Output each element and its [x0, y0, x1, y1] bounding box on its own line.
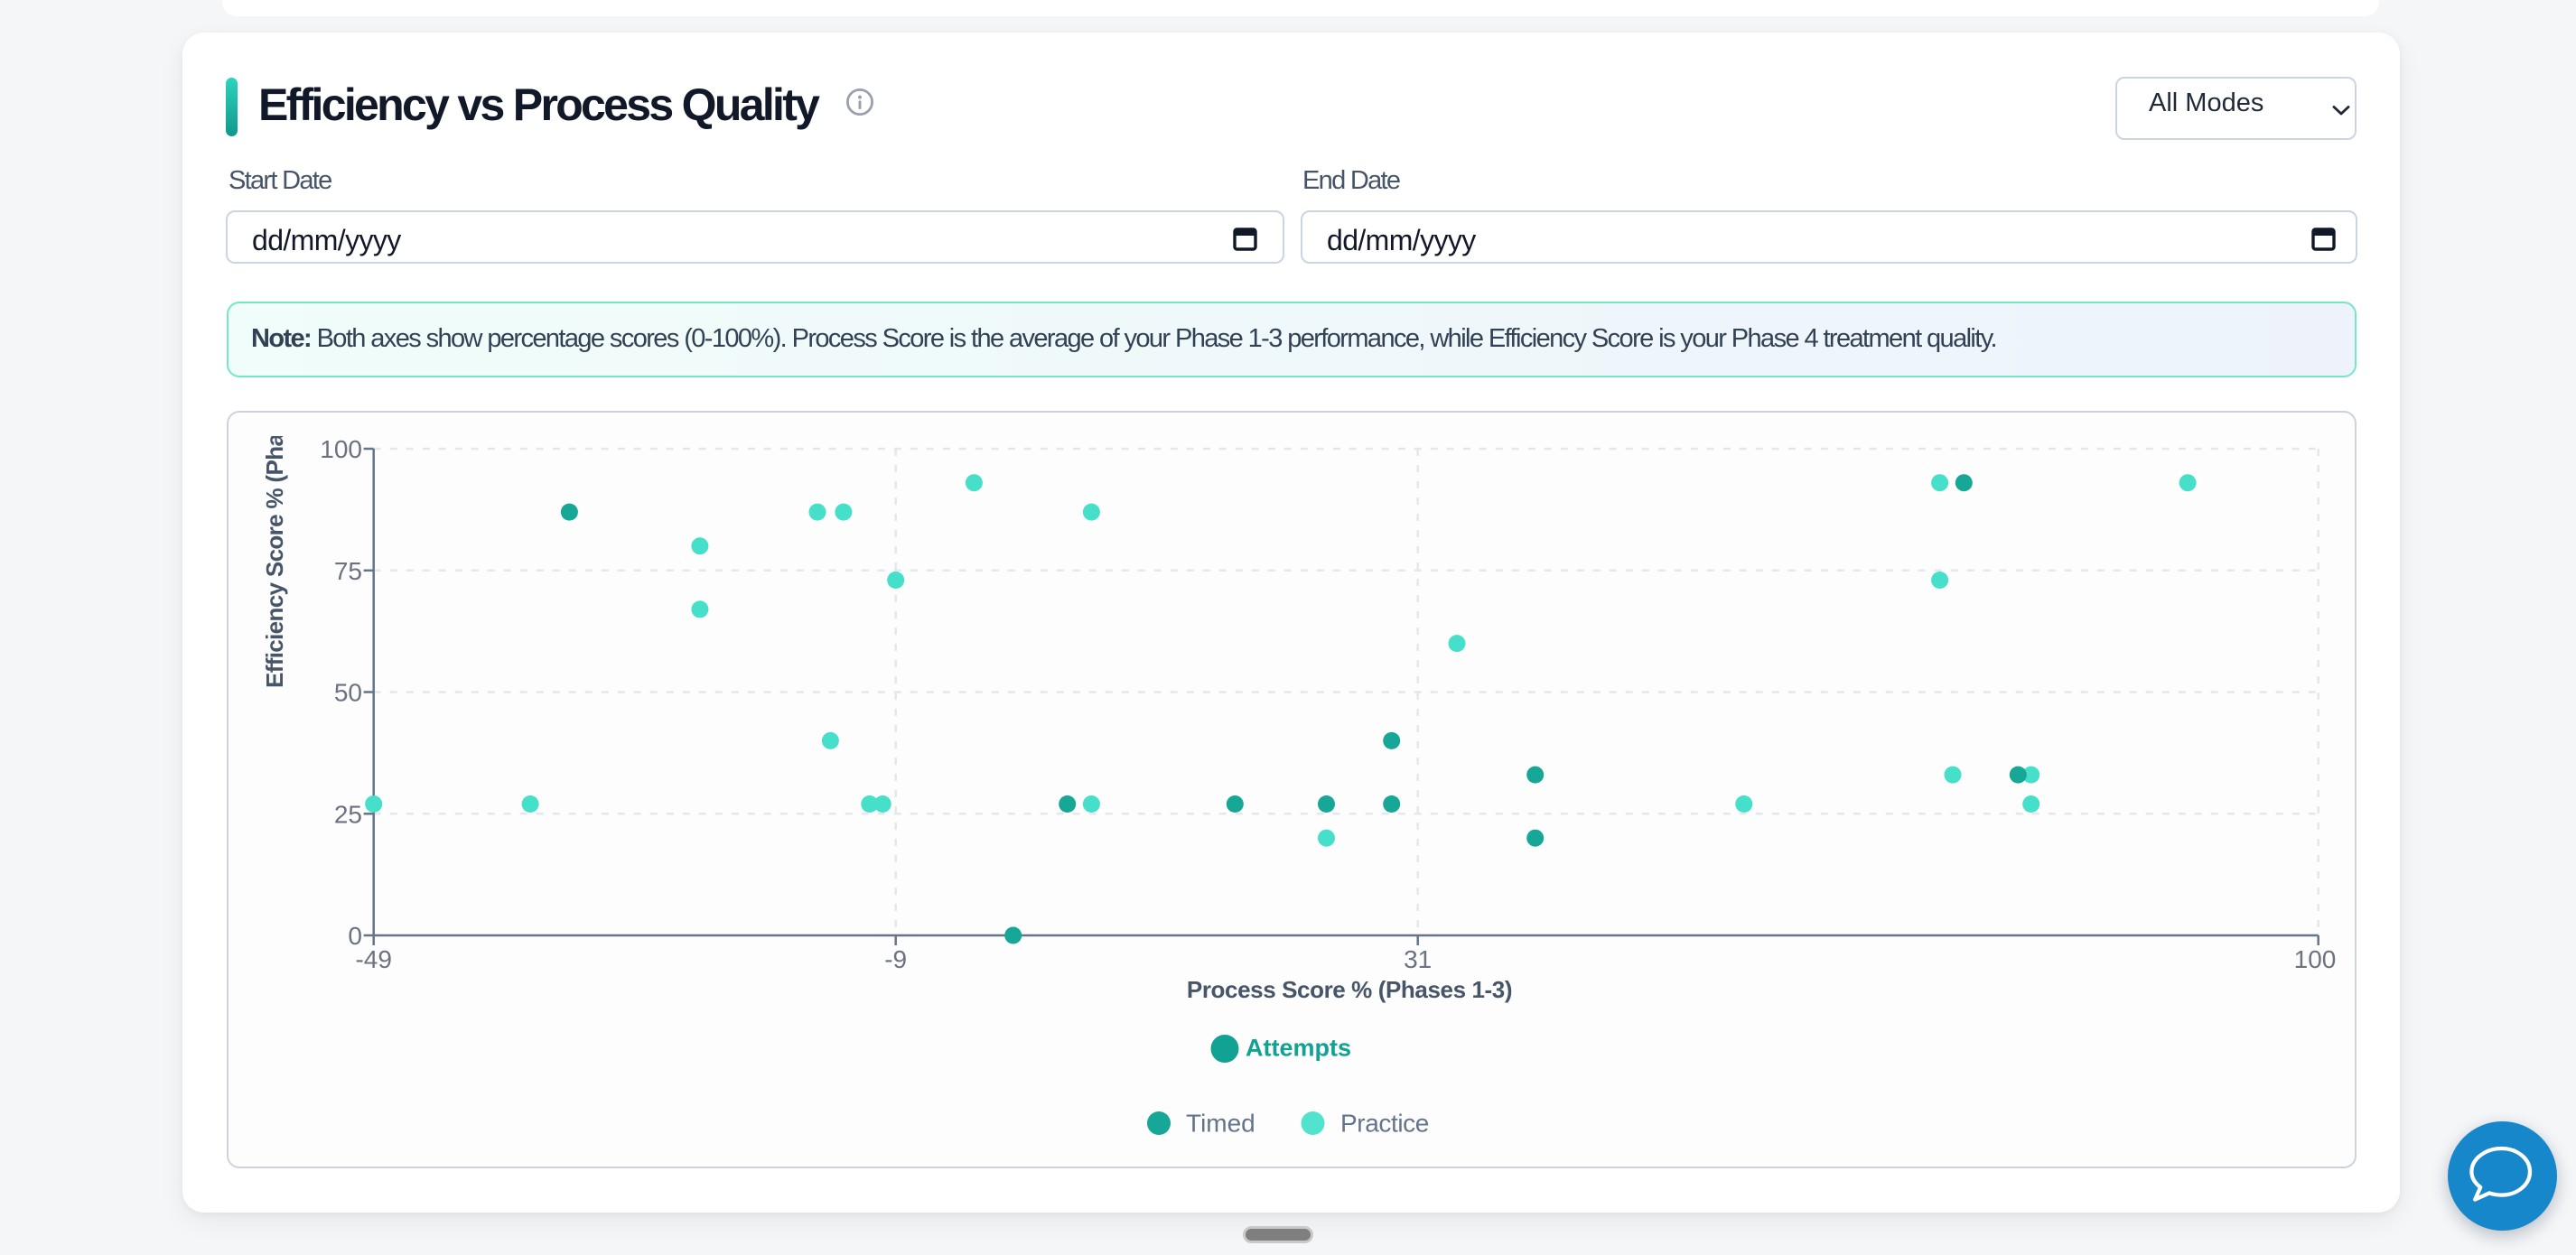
svg-text:Timed: Timed — [1186, 1110, 1255, 1138]
svg-text:31: 31 — [1404, 945, 1432, 973]
svg-text:Process Score % (Phases 1-3): Process Score % (Phases 1-3) — [1187, 976, 1512, 1003]
svg-text:75: 75 — [334, 557, 362, 585]
svg-text:25: 25 — [334, 800, 362, 828]
svg-text:Practice: Practice — [1340, 1110, 1429, 1138]
svg-text:Efficiency Score % (Phase 4): Efficiency Score % (Phase 4) — [261, 411, 288, 688]
svg-text:100: 100 — [2294, 945, 2337, 973]
svg-text:100: 100 — [320, 435, 362, 463]
svg-text:-9: -9 — [884, 945, 907, 973]
svg-text:0: 0 — [348, 922, 362, 950]
svg-text:Attempts: Attempts — [1246, 1034, 1351, 1061]
svg-text:50: 50 — [334, 679, 362, 707]
svg-text:-49: -49 — [355, 945, 391, 973]
